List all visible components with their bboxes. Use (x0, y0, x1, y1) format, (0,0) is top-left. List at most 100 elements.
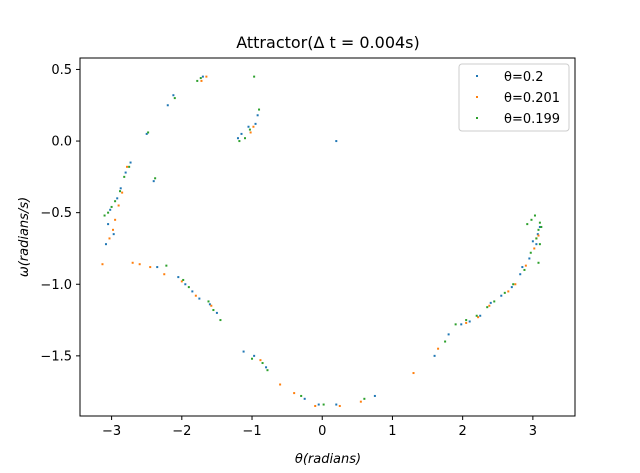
point-series-0-40 (510, 286, 513, 289)
point-series-0-33 (433, 354, 436, 357)
y-tick-label-4: −1.5 (40, 349, 72, 364)
point-series-0-12 (172, 94, 175, 97)
point-series-1-24 (412, 372, 415, 375)
point-series-2-30 (454, 323, 457, 326)
point-series-2-41 (538, 221, 541, 224)
point-series-2-44 (533, 214, 536, 217)
point-series-2-21 (253, 75, 256, 78)
point-series-0-23 (254, 122, 257, 125)
point-series-2-4 (119, 190, 122, 193)
point-series-2-5 (123, 175, 126, 178)
y-tick-label-3: −1.0 (40, 278, 72, 293)
point-series-0-44 (536, 233, 539, 236)
point-series-1-4 (117, 204, 120, 207)
point-series-1-19 (279, 383, 282, 386)
point-series-0-45 (538, 225, 541, 228)
point-series-0-5 (119, 187, 122, 190)
point-series-2-36 (512, 283, 515, 286)
point-series-0-29 (317, 403, 320, 406)
point-series-0-6 (124, 171, 127, 174)
chart-title: Attractor(Δ t = 0.004s) (236, 33, 420, 52)
point-series-1-32 (533, 247, 536, 250)
point-series-0-38 (489, 301, 492, 304)
point-series-1-14 (205, 75, 208, 78)
point-series-2-20 (248, 128, 251, 131)
point-series-1-7 (131, 261, 134, 264)
point-series-0-24 (256, 114, 259, 117)
y-axis-ticks: 0.5 0.0 −0.5 −1.0 −1.5 (40, 63, 80, 364)
point-series-2-45 (526, 223, 529, 226)
point-series-2-32 (475, 314, 478, 317)
point-series-2-15 (207, 300, 210, 303)
point-series-2-35 (503, 291, 506, 294)
point-series-2-0 (103, 214, 106, 217)
point-series-1-16 (249, 131, 252, 134)
point-series-2-24 (261, 362, 264, 365)
x-tick-label-1: −2 (172, 424, 191, 439)
point-series-2-12 (187, 286, 190, 289)
x-tick-label-4: 1 (388, 424, 396, 439)
legend-label-series-2: θ=0.199 (504, 112, 560, 127)
point-series-2-37 (523, 268, 526, 271)
point-series-2-8 (154, 177, 157, 180)
legend: θ=0.2 θ=0.201 θ=0.199 (458, 63, 570, 132)
point-series-0-13 (177, 276, 180, 279)
point-series-1-2 (112, 228, 114, 231)
point-series-2-27 (322, 403, 325, 406)
point-series-0-39 (500, 294, 503, 297)
point-series-0-1 (107, 223, 110, 226)
point-series-0-25 (242, 350, 245, 353)
plot-frame (79, 57, 576, 417)
point-series-0-35 (460, 323, 463, 326)
point-series-0-28 (303, 397, 306, 400)
point-series-0-34 (447, 333, 450, 336)
point-series-0-15 (191, 290, 194, 293)
point-series-2-25 (266, 369, 269, 372)
point-series-1-13 (200, 79, 203, 82)
point-series-2-38 (529, 251, 532, 254)
point-series-2-46 (538, 243, 541, 246)
point-series-0-18 (208, 303, 211, 306)
point-series-1-26 (465, 321, 468, 324)
point-series-0-21 (240, 132, 243, 135)
point-series-1-23 (359, 400, 362, 403)
point-series-2-26 (300, 394, 303, 397)
point-series-2-47 (537, 261, 540, 264)
point-series-1-8 (138, 263, 141, 266)
point-series-0-42 (528, 257, 531, 260)
point-series-2-22 (258, 108, 261, 111)
y-axis-label: ω(radians/s) (17, 197, 32, 277)
legend-label-series-1: θ=0.201 (504, 91, 560, 106)
point-series-2-3 (114, 200, 117, 203)
point-series-0-19 (215, 311, 218, 314)
point-series-2-17 (219, 319, 222, 322)
point-series-0-41 (519, 273, 522, 276)
point-series-2-9 (165, 264, 168, 267)
point-series-0-27 (265, 366, 268, 369)
point-series-2-11 (182, 278, 185, 281)
point-series-2-28 (363, 397, 366, 400)
point-series-2-29 (444, 340, 447, 343)
point-series-0-46 (531, 240, 534, 243)
point-series-1-15 (210, 304, 213, 307)
point-series-0-2 (109, 208, 112, 211)
point-series-0-36 (468, 320, 471, 323)
point-series-1-28 (488, 304, 491, 307)
x-tick-label-6: 3 (529, 424, 537, 439)
point-series-0-14 (184, 283, 187, 286)
point-series-0-16 (198, 297, 201, 300)
point-series-0-32 (373, 394, 376, 397)
legend-label-series-0: θ=0.2 (504, 70, 544, 85)
point-series-2-16 (212, 309, 215, 312)
point-series-2-33 (486, 306, 489, 309)
point-series-0-43 (535, 243, 538, 246)
x-axis-label: θ(radians) (295, 452, 361, 467)
point-series-2-23 (251, 357, 254, 360)
point-series-2-10 (173, 97, 176, 100)
point-series-1-34 (537, 234, 540, 237)
point-series-0-3 (112, 233, 115, 236)
point-series-2-14 (199, 77, 202, 80)
y-tick-label-1: 0.0 (51, 135, 72, 150)
point-series-2-34 (493, 300, 496, 303)
point-series-0-0 (104, 243, 107, 246)
